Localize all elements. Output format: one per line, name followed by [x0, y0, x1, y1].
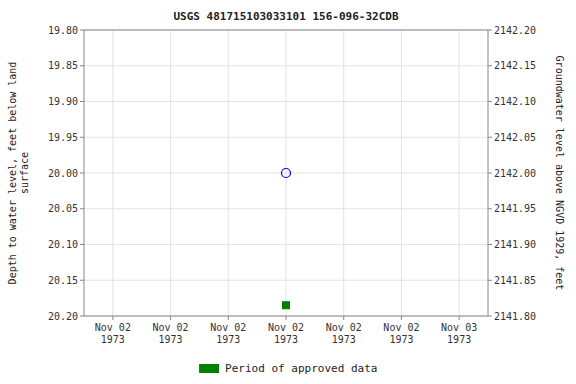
- x-axis: Nov 021973 Nov 021973 Nov 021973 Nov 021973…: [95, 316, 477, 345]
- chart-title: USGS 481715103033101 156-096-32CDB: [173, 10, 399, 23]
- y-tick: [80, 30, 84, 31]
- x-grid-line: [228, 30, 229, 316]
- y-tick: [80, 244, 84, 245]
- x-tick-label: Nov 021973: [153, 322, 189, 345]
- y2-tick-label: 2142.20: [494, 25, 536, 36]
- x-tick-label: Nov 031973: [441, 322, 477, 345]
- y-tick: [80, 137, 84, 138]
- x-tick: [459, 316, 460, 320]
- y-tick-label: 20.00: [48, 168, 78, 179]
- grid: [84, 30, 488, 316]
- y-tick: [80, 280, 84, 281]
- y2-tick-label: 2142.05: [494, 132, 536, 143]
- x-tick-label: Nov 021973: [210, 322, 246, 345]
- legend-label: Period of approved data: [225, 362, 377, 375]
- y2-tick-label: 2142.15: [494, 60, 536, 71]
- y-tick-label: 20.10: [48, 239, 78, 250]
- y2-axis: 2141.80 2141.85 2141.90 2141.95 2142.00 2142.…: [488, 25, 536, 322]
- y2-tick: [488, 30, 492, 31]
- x-grid-line: [343, 30, 344, 316]
- legend-swatch: [199, 364, 219, 373]
- y2-tick: [488, 208, 492, 209]
- y2-tick-label: 2141.95: [494, 203, 536, 214]
- y-tick-label: 19.90: [48, 96, 78, 107]
- chart: 19.80 19.85 19.90 19.95 20.00 20.05 20.10 20.15…: [0, 0, 576, 384]
- x-tick-label: Nov 021973: [268, 322, 304, 345]
- y2-tick: [488, 316, 492, 317]
- plot-frame: [84, 30, 488, 316]
- y-tick-label: 19.85: [48, 60, 78, 71]
- y2-tick: [488, 101, 492, 102]
- x-tick: [170, 316, 171, 320]
- x-grid-line: [459, 30, 460, 316]
- y2-tick: [488, 137, 492, 138]
- legend: Period of approved data: [199, 362, 377, 375]
- y2-tick-label: 2141.85: [494, 275, 536, 286]
- x-grid-line: [401, 30, 402, 316]
- y-tick-label: 19.80: [48, 25, 78, 36]
- y-tick: [80, 208, 84, 209]
- y-tick: [80, 316, 84, 317]
- x-tick: [286, 316, 287, 320]
- y-axis: 19.80 19.85 19.90 19.95 20.00 20.05 20.10 20.15…: [48, 25, 84, 322]
- y2-tick-label: 2142.10: [494, 96, 536, 107]
- y-axis-label: Depth to water level, feet below landsur…: [7, 62, 30, 285]
- x-tick-label: Nov 021973: [383, 322, 419, 345]
- y-tick: [80, 173, 84, 174]
- point: [283, 302, 290, 309]
- y-tick-label: 19.95: [48, 132, 78, 143]
- y2-tick: [488, 65, 492, 66]
- point: [282, 169, 291, 178]
- y2-tick: [488, 244, 492, 245]
- x-tick: [228, 316, 229, 320]
- y2-tick-label: 2142.00: [494, 168, 536, 179]
- y2-tick: [488, 173, 492, 174]
- x-grid-line: [286, 30, 287, 316]
- y-tick-label: 20.05: [48, 203, 78, 214]
- marks: [282, 169, 291, 309]
- x-tick-label: Nov 021973: [326, 322, 362, 345]
- y2-axis-label: Groundwater level above NGVD 1929, feet: [554, 56, 565, 291]
- x-tick-label: Nov 021973: [95, 322, 131, 345]
- x-tick: [112, 316, 113, 320]
- y2-tick-label: 2141.90: [494, 239, 536, 250]
- y-tick-label: 20.15: [48, 275, 78, 286]
- x-grid-line: [170, 30, 171, 316]
- y-tick-label: 20.20: [48, 311, 78, 322]
- x-tick: [343, 316, 344, 320]
- y2-tick-label: 2141.80: [494, 311, 536, 322]
- y2-tick: [488, 280, 492, 281]
- x-grid-line: [112, 30, 113, 316]
- x-tick: [401, 316, 402, 320]
- y-tick: [80, 101, 84, 102]
- y-tick: [80, 65, 84, 66]
